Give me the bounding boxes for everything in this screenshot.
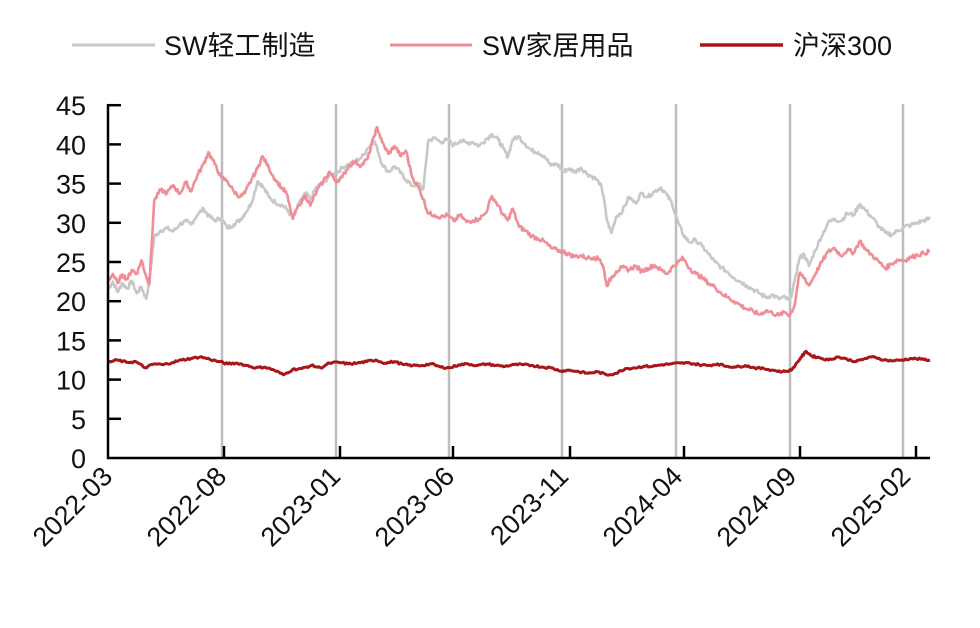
y-tick-label: 35: [56, 170, 86, 200]
x-tick-label: 2022-08: [141, 461, 232, 552]
x-axis: 2022-03 2022-08 2023-01 2023-06 2023-11 2024-…: [27, 446, 930, 552]
x-tick-label: 2022-03: [27, 461, 118, 552]
legend-item-home-furnishing: SW家居用品: [390, 31, 634, 61]
legend-label: SW轻工制造: [164, 31, 316, 61]
x-tick-label: 2024-04: [597, 461, 688, 552]
legend-item-light-industry: SW轻工制造: [72, 31, 316, 61]
legend-label: SW家居用品: [482, 31, 634, 61]
legend-label: 沪深300: [793, 31, 892, 61]
y-tick-label: 0: [71, 444, 86, 474]
y-tick-label: 15: [56, 326, 86, 356]
y-tick-label: 5: [71, 405, 86, 435]
y-tick-label: 30: [56, 209, 86, 239]
vertical-gridlines: [220, 104, 905, 458]
series-line-csi300: [107, 349, 931, 377]
x-tick-label: 2023-01: [255, 461, 346, 552]
x-tick-label: 2025-02: [825, 461, 916, 552]
legend-item-csi300: 沪深300: [700, 31, 892, 61]
series-lines: [106, 125, 931, 377]
y-tick-label: 10: [56, 366, 86, 396]
x-tick-label: 2024-09: [711, 461, 802, 552]
legend: SW轻工制造 SW家居用品 沪深300: [72, 31, 892, 61]
series-line-home-furnishing: [106, 125, 931, 318]
x-tick-label: 2023-11: [484, 461, 574, 551]
y-tick-label: 45: [56, 91, 86, 121]
y-axis: 0 5 10 15 20 25 30 35 40 45: [56, 91, 121, 474]
y-tick-label: 40: [56, 130, 86, 160]
series-line-light-industry: [106, 132, 931, 303]
x-tick-label: 2023-06: [369, 461, 460, 552]
y-tick-label: 20: [56, 287, 86, 317]
y-tick-label: 25: [56, 248, 86, 278]
